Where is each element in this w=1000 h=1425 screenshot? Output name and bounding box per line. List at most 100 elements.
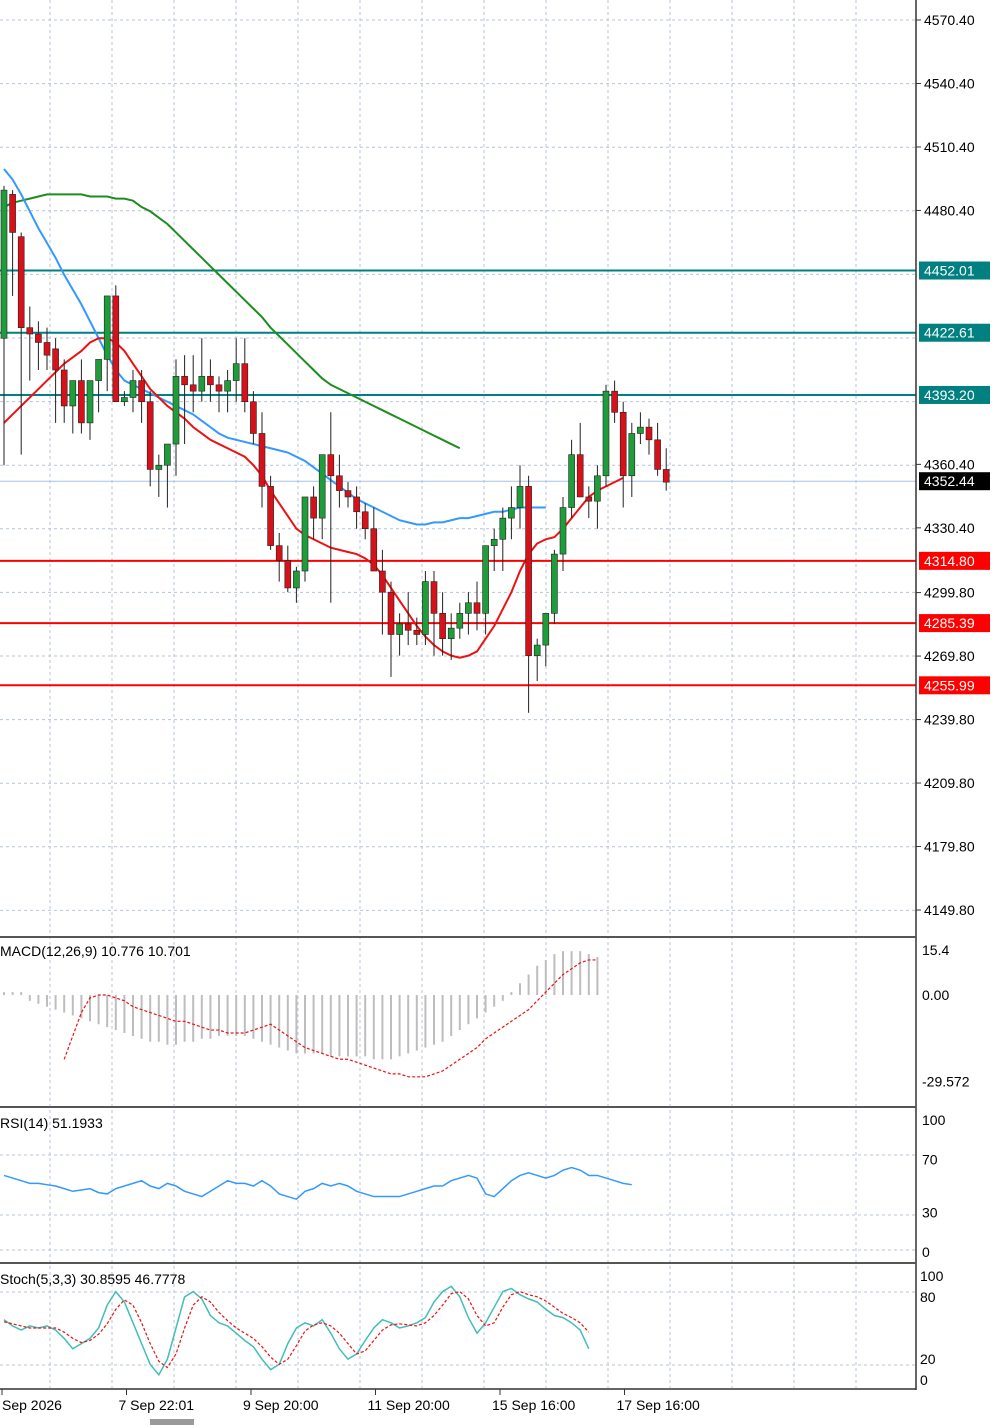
level-label-box bbox=[919, 261, 990, 280]
rsi-tick-label: 70 bbox=[922, 1152, 938, 1168]
ma-green-line bbox=[3, 193, 461, 450]
candle-bull bbox=[602, 390, 610, 477]
candle-bull bbox=[568, 454, 575, 508]
candle-bear bbox=[585, 496, 593, 502]
candle-bull bbox=[164, 443, 171, 466]
level-label: 4285.39 bbox=[924, 615, 975, 631]
stoch-tick-label: 20 bbox=[920, 1351, 936, 1367]
candle-bear bbox=[146, 401, 154, 470]
macd-tick-label: 0.00 bbox=[922, 987, 949, 1003]
candle-bear bbox=[525, 486, 532, 656]
candle-bear bbox=[60, 369, 68, 407]
price-tick-label: 4239.80 bbox=[924, 712, 975, 728]
candle-bear bbox=[473, 602, 481, 614]
panel-separator bbox=[0, 936, 916, 938]
candle-bull bbox=[95, 359, 102, 381]
candle-bear bbox=[267, 486, 274, 546]
macd-tick-label: -29.572 bbox=[922, 1073, 970, 1089]
candle-bear bbox=[361, 511, 369, 529]
candle-bear bbox=[387, 591, 395, 635]
candle-bull bbox=[232, 363, 240, 381]
candle-bear bbox=[43, 342, 51, 356]
candle-bull bbox=[301, 496, 309, 572]
price-tick-label: 4209.80 bbox=[924, 775, 975, 791]
candle-bear bbox=[284, 560, 292, 589]
candle-bear bbox=[258, 433, 266, 487]
stoch-tick-label: 80 bbox=[920, 1289, 936, 1305]
time-axis: Sep 2026 7 Sep 22:01 9 Sep 20:00 11 Sep 20:… bbox=[1, 1389, 701, 1425]
level-labels: 4452.01 4422.61 4393.20 4314.80 4285.39 4255.… bbox=[919, 261, 990, 695]
stoch-panel: 100 80 20 0 bbox=[3, 1268, 944, 1388]
panel-frames bbox=[0, 0, 917, 1390]
panel-separator bbox=[0, 1262, 916, 1264]
candle-bull bbox=[155, 464, 163, 470]
candle-bull bbox=[103, 295, 111, 360]
candle-bull bbox=[516, 486, 524, 508]
candle-bear bbox=[275, 545, 283, 561]
level-label: 4422.61 bbox=[924, 325, 975, 341]
time-tick-label: 9 Sep 20:00 bbox=[243, 1397, 319, 1413]
rsi-tick-label: 100 bbox=[922, 1112, 946, 1128]
current-price-label: 4352.44 bbox=[924, 473, 975, 489]
time-tick-label: 17 Sep 16:00 bbox=[617, 1397, 701, 1413]
candle-bull bbox=[129, 380, 137, 398]
macd-signal-line bbox=[63, 959, 598, 1078]
candle-bull bbox=[198, 376, 206, 392]
stoch-tick-label: 0 bbox=[920, 1372, 928, 1388]
candle-bull bbox=[594, 475, 601, 502]
price-axis: 4570.40 4540.40 4510.40 4480.40 4360.40 4330.… bbox=[916, 12, 975, 918]
candle-bull bbox=[490, 538, 498, 546]
rsi-tick-label: 0 bbox=[922, 1244, 930, 1260]
rsi-line bbox=[3, 1166, 632, 1201]
macd-panel: 15.4 0.00 -29.572 bbox=[3, 942, 970, 1089]
level-label: 4314.80 bbox=[924, 553, 975, 569]
macd-tick-label: 15.4 bbox=[922, 942, 949, 958]
candle-bull bbox=[447, 627, 455, 640]
price-tick-label: 4510.40 bbox=[924, 139, 975, 155]
candle-bear bbox=[413, 629, 421, 635]
candle-bear bbox=[336, 475, 343, 491]
level-label-box bbox=[919, 614, 990, 633]
candle-bear bbox=[662, 469, 670, 483]
level-label-box bbox=[919, 676, 990, 695]
candle-bear bbox=[370, 528, 378, 572]
stoch-tick-label: 100 bbox=[920, 1268, 944, 1284]
candle-bear bbox=[439, 613, 446, 640]
candle-bull bbox=[224, 380, 231, 392]
price-tick-label: 4149.80 bbox=[924, 902, 975, 918]
time-tick-label: 15 Sep 16:00 bbox=[492, 1397, 576, 1413]
candle-bear bbox=[344, 490, 352, 498]
candle-bear bbox=[207, 376, 214, 386]
level-label: 4255.99 bbox=[924, 677, 975, 693]
stoch-label: Stoch(5,3,3) 30.8595 46.7778 bbox=[0, 1271, 185, 1287]
candle-bear bbox=[310, 496, 317, 519]
candle-bear bbox=[35, 333, 42, 343]
candle-bear bbox=[181, 376, 188, 386]
candle-bear bbox=[353, 496, 360, 513]
panel-separator bbox=[0, 1106, 916, 1108]
level-label: 4393.20 bbox=[924, 387, 975, 403]
level-label-box bbox=[919, 323, 990, 342]
candle-bull bbox=[465, 602, 472, 614]
candle-bull bbox=[533, 644, 541, 656]
candle-bull bbox=[318, 454, 326, 519]
candle-bear bbox=[189, 384, 197, 392]
stoch-main-line bbox=[3, 1285, 590, 1377]
candle-bear bbox=[654, 439, 661, 470]
time-tick-label: 7 Sep 22:01 bbox=[119, 1397, 195, 1413]
candle-bull bbox=[508, 507, 515, 519]
price-tick-label: 4570.40 bbox=[924, 12, 975, 28]
candle-bull bbox=[172, 376, 180, 445]
candle-bull bbox=[482, 545, 489, 614]
price-tick-label: 4480.40 bbox=[924, 202, 975, 218]
time-tick-label: Sep 2026 bbox=[2, 1397, 62, 1413]
price-tick-label: 4330.40 bbox=[924, 520, 975, 536]
candle-bear bbox=[241, 363, 249, 403]
candle-bear bbox=[645, 426, 653, 441]
candle-bear bbox=[404, 623, 412, 631]
candle-bear bbox=[619, 412, 627, 477]
candle-bull bbox=[293, 570, 300, 589]
price-tick-label: 4540.40 bbox=[924, 75, 975, 91]
